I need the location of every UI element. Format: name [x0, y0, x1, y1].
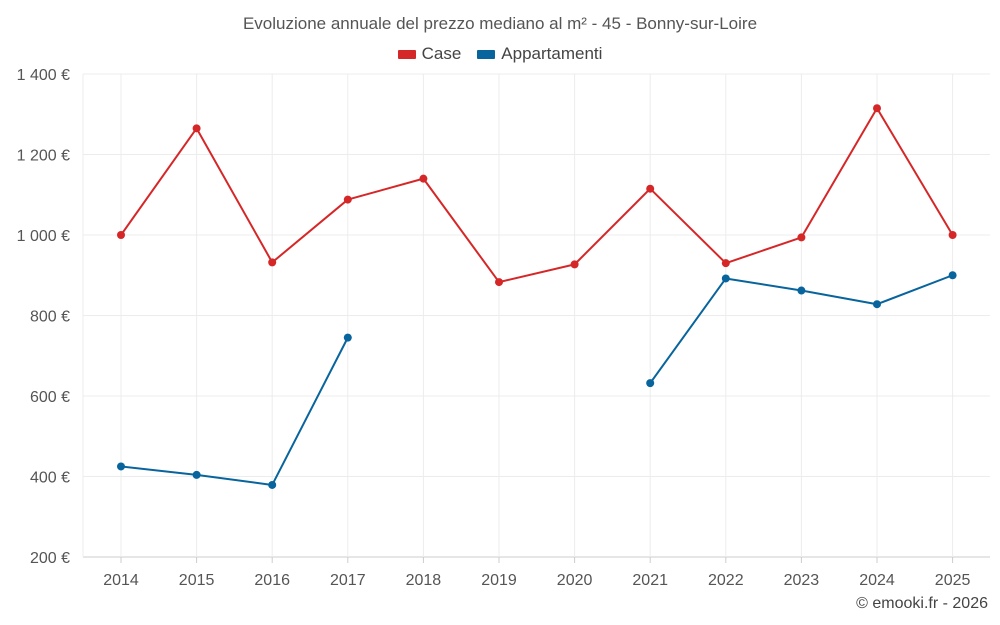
x-tick-label: 2021 [632, 572, 668, 589]
data-point-appartamenti [192, 470, 201, 479]
data-point-case [268, 258, 277, 267]
data-point-case [495, 278, 503, 287]
legend-swatch-appartamenti [477, 49, 496, 59]
legend-label-case: Case [421, 44, 462, 63]
x-tick-label: 2015 [179, 572, 215, 589]
x-tick-label: 2024 [859, 572, 895, 589]
data-point-case [646, 184, 655, 193]
data-point-case [721, 259, 730, 268]
legend-item-case[interactable]: Case [397, 44, 462, 64]
x-tick-label: 2020 [557, 572, 593, 589]
x-tick-label: 2023 [784, 572, 820, 589]
y-tick-label: 1 400 € [17, 67, 70, 84]
data-point-appartamenti [268, 480, 277, 489]
legend-swatch-case [397, 49, 416, 59]
data-point-case [117, 231, 125, 239]
x-tick-label: 2022 [708, 572, 744, 589]
data-point-appartamenti [343, 333, 352, 342]
data-point-case [948, 231, 957, 239]
copyright-text: © emooki.fr - 2026 [856, 595, 988, 612]
data-point-appartamenti [646, 379, 655, 388]
x-tick-label: 2025 [935, 572, 971, 589]
x-tick-label: 2016 [254, 572, 290, 589]
chart-title: Evoluzione annuale del prezzo mediano al… [242, 14, 758, 33]
data-point-appartamenti [873, 300, 881, 309]
data-point-case [570, 260, 579, 269]
legend-label-appartamenti: Appartamenti [501, 44, 603, 63]
data-point-case [873, 104, 881, 113]
y-tick-label: 600 € [30, 389, 70, 406]
x-tick-label: 2019 [481, 572, 517, 589]
legend-item-appartamenti[interactable]: Appartamenti [477, 44, 602, 64]
y-tick-label: 1 200 € [17, 148, 70, 165]
y-tick-label: 200 € [30, 550, 70, 567]
y-tick-label: 800 € [30, 309, 70, 326]
series-line-case [120, 107, 954, 284]
data-point-case [797, 233, 806, 242]
x-tick-label: 2014 [103, 572, 139, 589]
data-point-case [343, 195, 352, 204]
data-point-appartamenti [948, 271, 957, 280]
data-point-case [419, 174, 428, 183]
data-point-case [192, 124, 201, 133]
x-tick-label: 2017 [330, 572, 366, 589]
legend: Case Appartamenti [0, 44, 1000, 64]
data-point-appartamenti [797, 286, 806, 295]
series-line-appartamenti [120, 337, 349, 486]
data-point-appartamenti [117, 462, 125, 471]
data-point-appartamenti [721, 274, 730, 283]
y-tick-label: 400 € [30, 470, 70, 487]
x-tick-label: 2018 [406, 572, 442, 589]
y-tick-label: 1 000 € [17, 228, 70, 245]
